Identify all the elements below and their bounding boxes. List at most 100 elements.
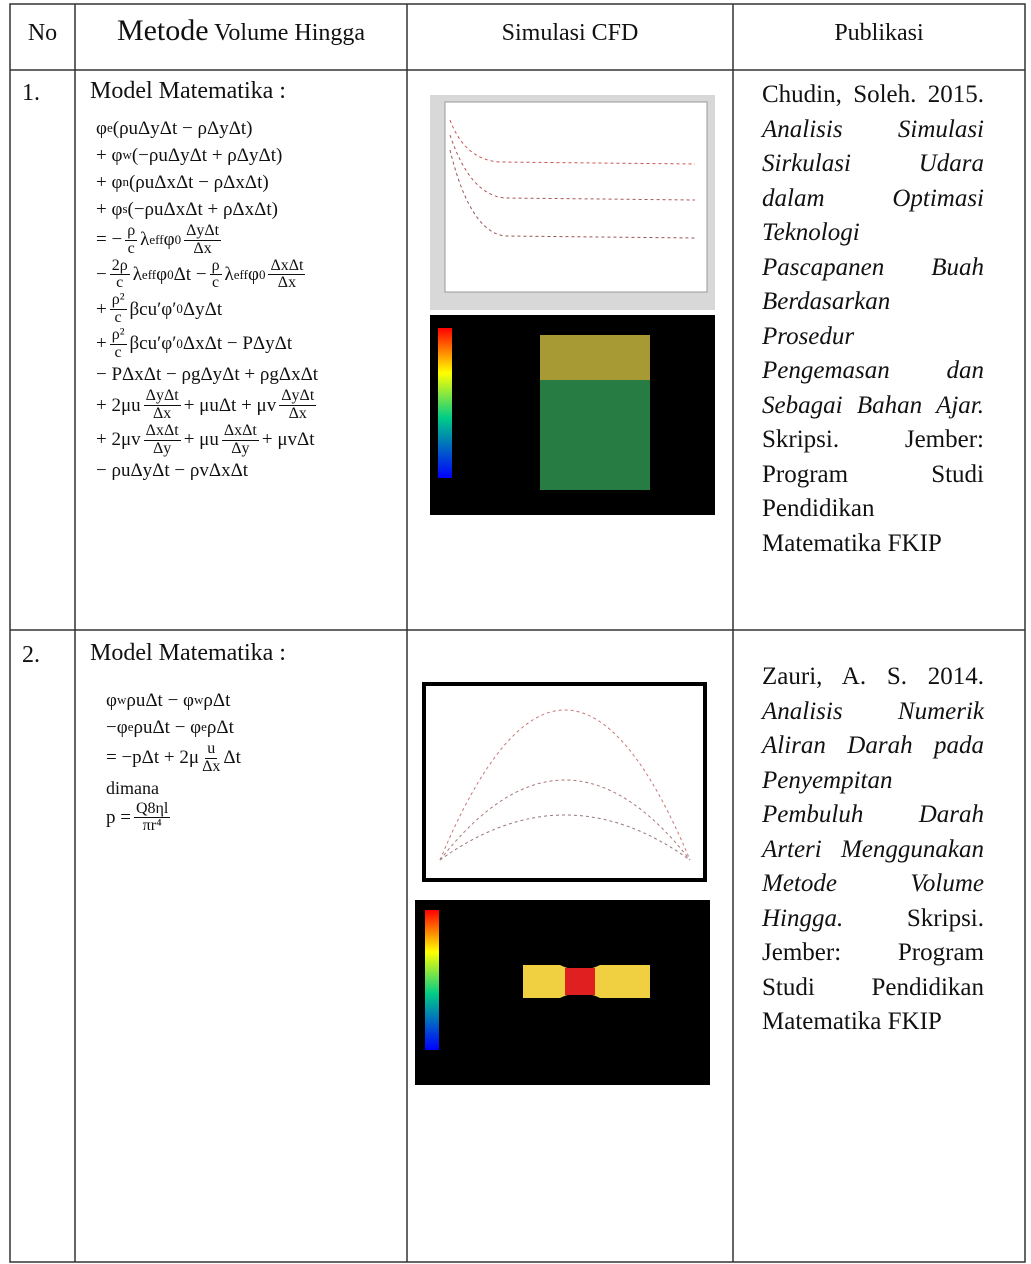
method-cell: Model Matematika : φ w ρuΔt − φ w ρΔt −φ e ρuΔt … [90, 640, 400, 835]
equations: φ e (ρuΔyΔt − ρΔyΔt) + φ w (−ρuΔyΔt + ρΔyΔt) +… [90, 115, 400, 485]
fraction: ΔyΔt Δx [184, 222, 222, 258]
math-text: Δt [223, 747, 241, 769]
math-text: (−ρuΔyΔt + ρΔyΔt) [131, 144, 283, 166]
equation-line: φ w ρuΔt − φ w ρΔt [106, 687, 400, 714]
denominator: Δx [153, 405, 172, 423]
subscript: 0 [258, 266, 266, 282]
math-text: (ρuΔxΔt − ρΔxΔt) [128, 171, 269, 193]
subscript: eff [149, 232, 164, 248]
publication-details: Skripsi. Jember: Program Studi Pendidika… [762, 904, 984, 1036]
cfd-image-1b [430, 315, 715, 515]
header-simulation: Simulasi CFD [501, 20, 639, 46]
header-method: Metode Volume Hingga [75, 14, 407, 48]
math-text: + 2μv [96, 429, 141, 451]
header-publication: Publikasi [834, 20, 924, 46]
cfd-image-1a [430, 95, 715, 310]
header-method-lead: Metode [116, 14, 209, 47]
equations: φ w ρuΔt − φ w ρΔt −φ e ρuΔt − φ e ρΔt = −pΔt + 2μ… [90, 687, 400, 835]
equation-line: p = Q8ηl πr⁴ [106, 799, 400, 836]
math-text: + φ [96, 198, 123, 220]
publication: Zauri, A. S. 2014. Analisis Numerik Alir… [762, 660, 984, 1040]
numerator: Q8ηl [133, 799, 171, 819]
denominator: Δy [153, 439, 172, 457]
subscript: e [201, 719, 207, 735]
header-method-rest: Volume Hingga [214, 20, 366, 46]
row-number: 2. [22, 642, 40, 668]
fraction: ΔxΔt Δy [143, 422, 181, 458]
equation-line: − ρuΔyΔt − ρvΔxΔt [96, 458, 400, 485]
fraction: ρ² c [109, 326, 127, 362]
cfd-image-2a [422, 682, 707, 882]
denominator: c [116, 274, 124, 292]
subscript: w [116, 692, 127, 708]
subscript: n [122, 174, 129, 190]
math-text: βcu′φ′ [129, 298, 177, 320]
math-text: φ [247, 264, 259, 286]
math-text: + μu [183, 429, 219, 451]
subscript: eff [233, 266, 248, 282]
equation-line: φ e (ρuΔyΔt − ρΔyΔt) [96, 115, 400, 142]
math-text: + [96, 333, 107, 355]
fraction: ΔxΔt Δy [221, 421, 259, 458]
subscript: s [122, 201, 128, 217]
equation-line: + φ w (−ρuΔyΔt + ρΔyΔt) [96, 142, 400, 169]
math-text: βcu′φ′ [129, 333, 177, 355]
subscript: 0 [167, 266, 174, 282]
subscript: w [194, 692, 204, 708]
numerator: ρ² [109, 291, 127, 310]
equation-line: = − ρ c λ eff φ 0 ΔyΔt Δx [96, 222, 400, 258]
math-text: − ρuΔyΔt − ρvΔxΔt [96, 460, 249, 482]
math-text: ρuΔt − φ [126, 689, 195, 711]
denominator: Δx [193, 239, 212, 257]
math-text: φ [106, 689, 117, 711]
note: dimana [106, 777, 159, 798]
publication-title: Analisis Simulasi Sirkulasi Udara dalam … [762, 115, 984, 419]
subscript: eff [141, 266, 157, 282]
math-text: ρuΔt − φ [133, 716, 202, 738]
math-text: (ρuΔyΔt − ρΔyΔt) [112, 117, 253, 139]
numerator: ρ [125, 222, 138, 241]
math-text: + 2μu [96, 394, 141, 416]
math-text: ΔxΔt − PΔyΔt [182, 333, 293, 355]
math-text: λ [140, 229, 150, 251]
equation-line: + 2μv ΔxΔt Δy + μu ΔxΔt Δy + μvΔt [96, 421, 400, 458]
publication-title: Analisis Numerik Aliran Darah pada Penye… [762, 697, 984, 932]
equation-line: + 2μu ΔyΔt Δx + μuΔt + μv ΔyΔt Δx [96, 388, 400, 423]
fraction: ΔxΔt Δx [268, 257, 306, 293]
math-text: = − [96, 229, 123, 251]
subscript: e [106, 120, 113, 136]
math-text: p = [106, 807, 131, 829]
math-text: λ [132, 264, 142, 286]
publication: Chudin, Soleh. 2015. Analisis Simulasi S… [762, 78, 984, 561]
fraction: ΔyΔt Δx [279, 387, 317, 423]
model-label: Model Matematika : [90, 640, 286, 666]
equation-line: + ρ² c βcu′φ′ 0 ΔyΔt [96, 291, 400, 327]
math-text: + φ [96, 171, 123, 193]
publication-details: Skripsi. Jember: Program Studi Pendidika… [762, 426, 984, 557]
math-text: + [96, 298, 107, 320]
numerator: ΔxΔt [221, 421, 259, 441]
denominator: c [127, 239, 135, 257]
denominator: πr⁴ [142, 817, 162, 835]
subscript: 0 [174, 232, 182, 248]
denominator: Δx [202, 757, 221, 775]
fraction: Q8ηl πr⁴ [133, 799, 171, 836]
denominator: c [212, 274, 220, 292]
numerator: ΔyΔt [279, 387, 317, 407]
math-text: + φ [96, 144, 123, 166]
numerator: ΔyΔt [143, 387, 181, 407]
equation-line: = −pΔt + 2μ u Δx Δt [106, 740, 400, 776]
fraction: ΔyΔt Δx [143, 387, 181, 423]
subscript: 0 [176, 335, 183, 351]
math-text: λ [224, 264, 234, 286]
denominator: Δx [288, 405, 307, 423]
equation-line: −2ρ c λ eff φ 0 Δt − ρ c λ eff φ 0 ΔxΔt Δx [96, 257, 400, 293]
math-text: ρΔt [203, 689, 231, 711]
equation-line: + φ s (−ρuΔxΔt + ρΔxΔt) [96, 196, 400, 223]
model-label: Model Matematika : [90, 78, 286, 104]
equation-line: −φ e ρuΔt − φ e ρΔt [106, 714, 400, 741]
equation-line: + ρ² c βcu′φ′ 0 ΔxΔt − PΔyΔt [96, 326, 400, 362]
equation-line: + φ n (ρuΔxΔt − ρΔxΔt) [96, 169, 400, 196]
